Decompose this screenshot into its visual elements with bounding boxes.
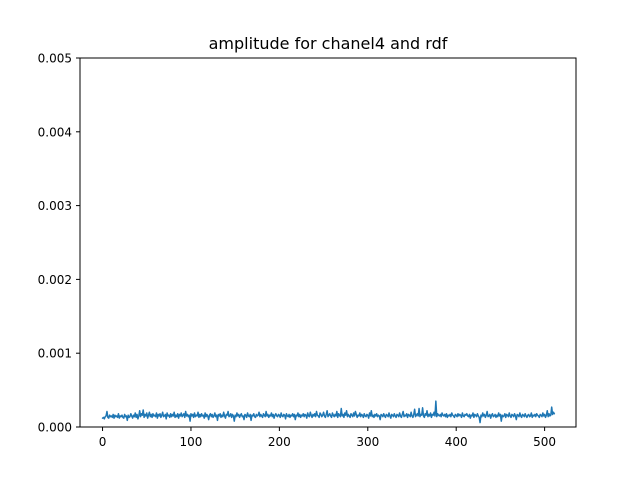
chart-title: amplitude for chanel4 and rdf	[209, 34, 448, 53]
y-tick-label: 0.005	[38, 52, 72, 66]
x-tick-label: 200	[268, 435, 291, 449]
x-tick-label: 300	[356, 435, 379, 449]
series-line	[101, 400, 556, 424]
x-tick-label: 100	[180, 435, 203, 449]
x-tick-label: 0	[99, 435, 107, 449]
x-tick-label: 500	[533, 435, 556, 449]
y-tick-label: 0.004	[38, 125, 72, 139]
x-axis: 0 100 200 300 400 500	[99, 427, 556, 449]
y-axis: 0.000 0.001 0.002 0.003 0.004 0.005	[38, 52, 80, 435]
plot-area-frame	[79, 57, 577, 428]
y-tick-label: 0.001	[38, 347, 72, 361]
y-tick-label: 0.000	[38, 421, 72, 435]
series-layer	[101, 400, 556, 424]
y-tick-label: 0.003	[38, 199, 72, 213]
x-tick-label: 400	[445, 435, 468, 449]
y-tick-label: 0.002	[38, 273, 72, 287]
